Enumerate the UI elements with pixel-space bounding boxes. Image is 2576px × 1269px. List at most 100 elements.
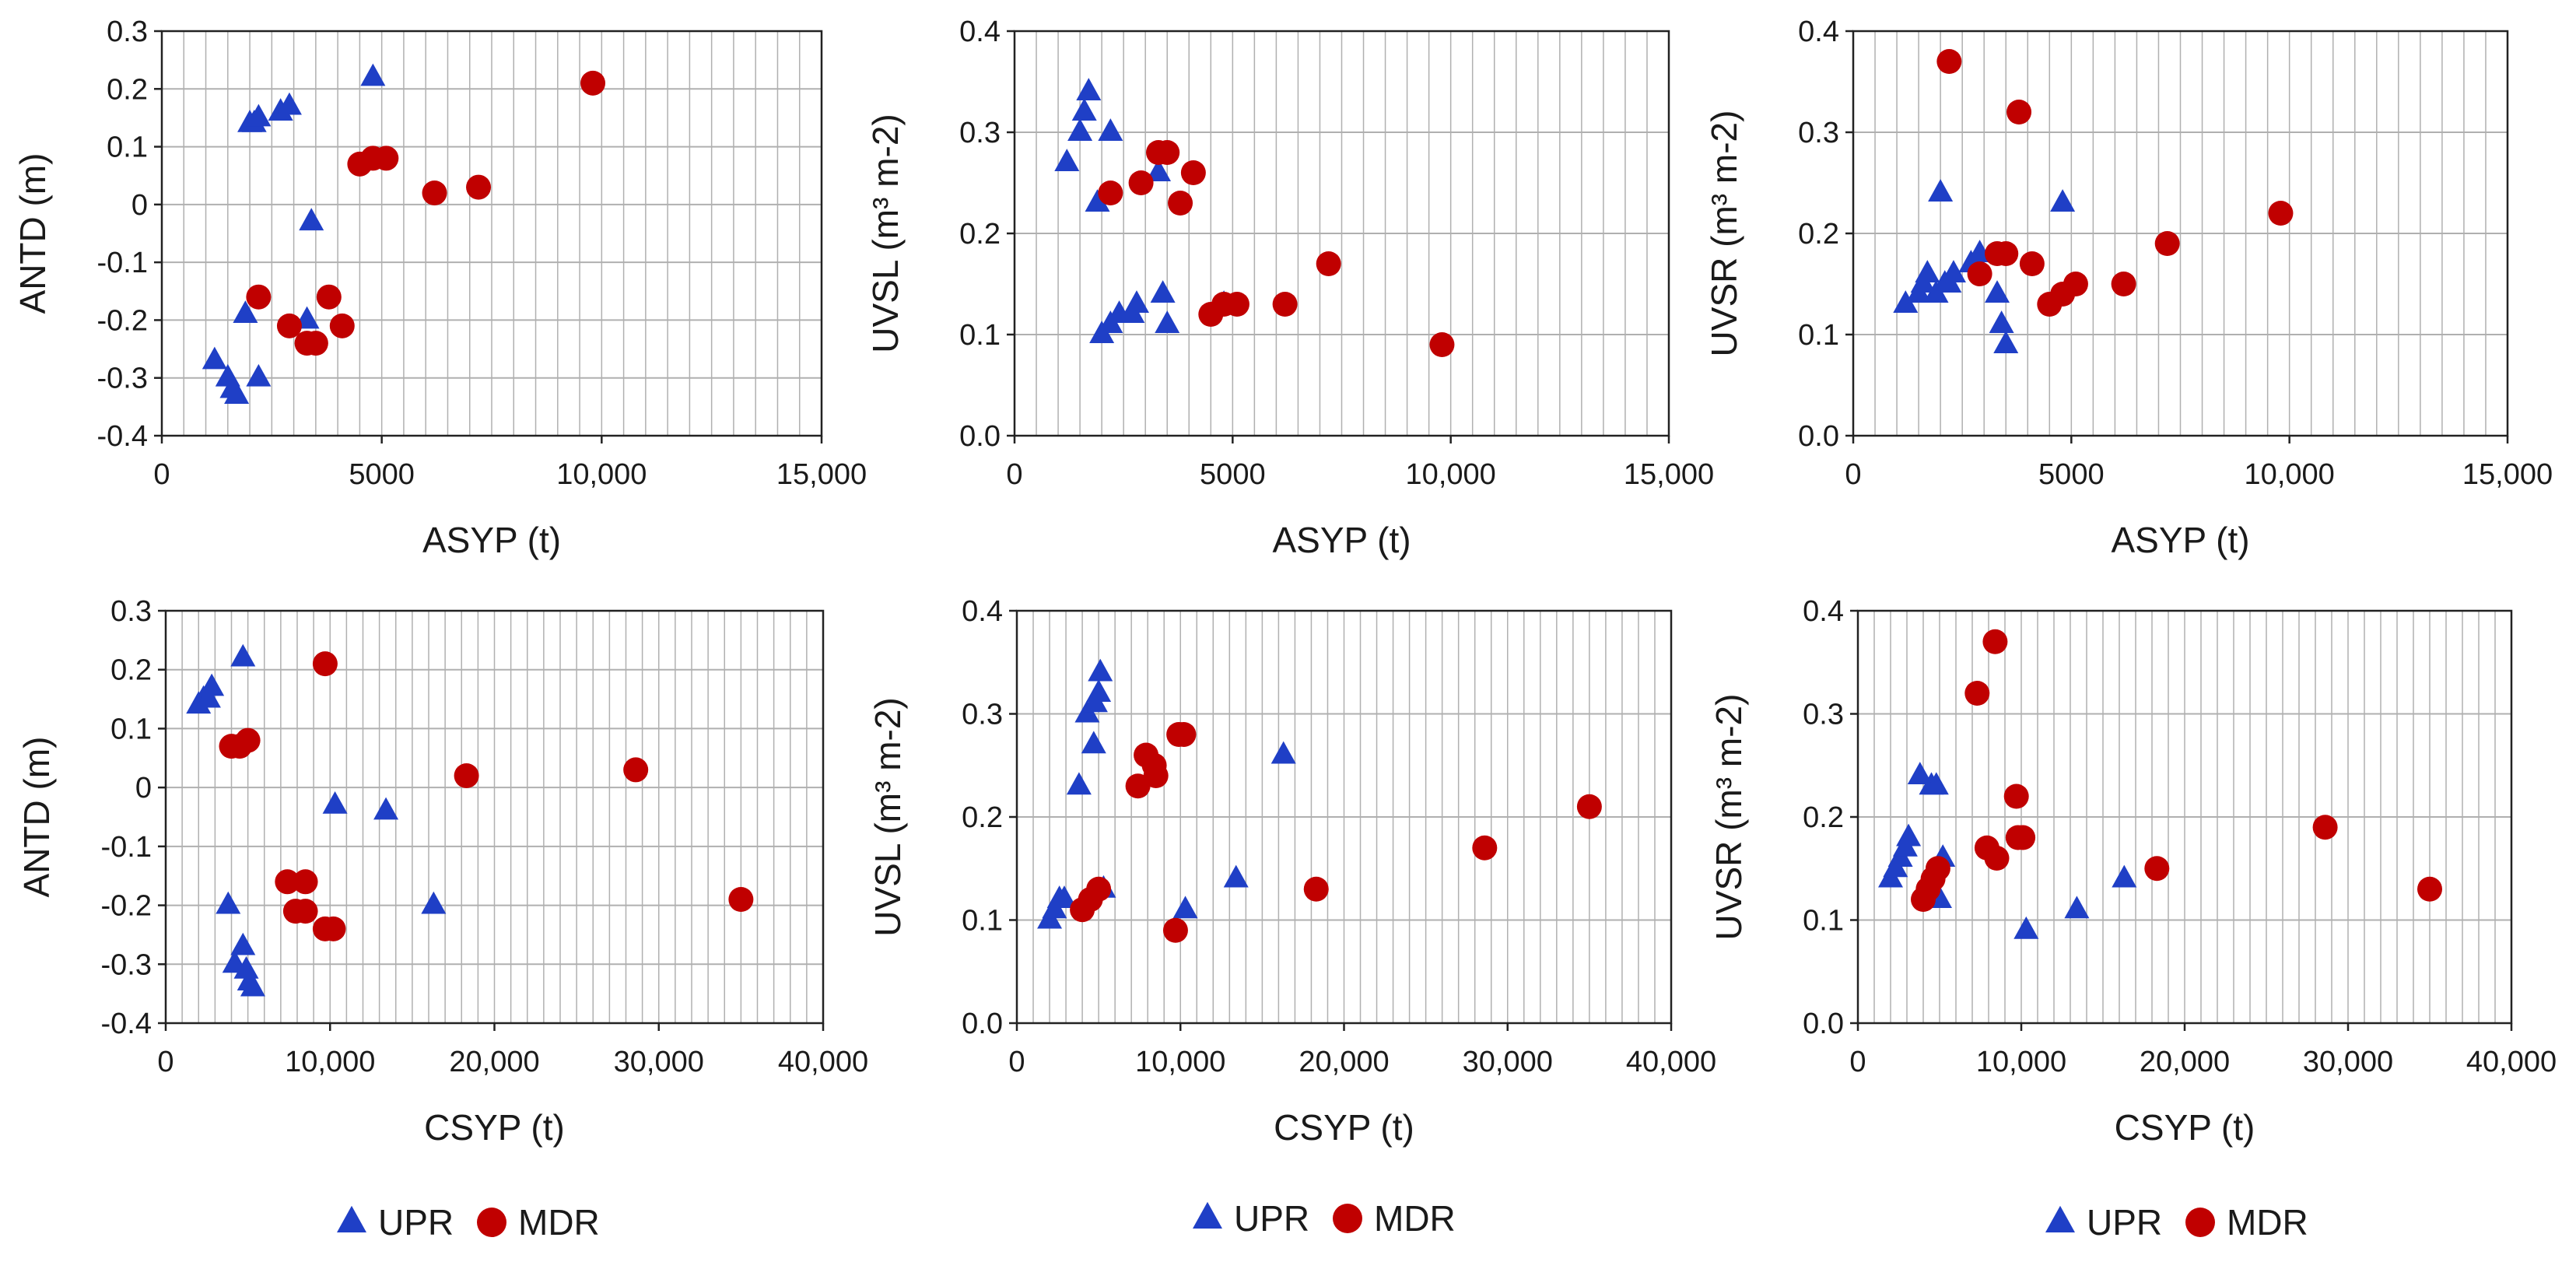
mdr-point — [235, 727, 261, 753]
y-tick-label: 0.1 — [107, 131, 148, 164]
x-axis-title: ASYP (t) — [2111, 520, 2249, 560]
y-tick-label: 0.3 — [1803, 699, 1844, 731]
x-tick-label: 10,000 — [285, 1046, 375, 1078]
mdr-point — [1993, 241, 2019, 266]
x-tick-label: 10,000 — [1135, 1046, 1225, 1078]
mdr-point — [1128, 170, 1154, 195]
upr-point — [202, 346, 227, 370]
mdr-point — [2154, 231, 2180, 256]
upr-point — [276, 92, 302, 115]
mdr-point — [454, 763, 479, 788]
mdr-point — [2417, 876, 2442, 902]
y-tick-label: 0.2 — [1803, 801, 1844, 834]
mdr-point — [293, 869, 318, 895]
x-tick-label: 10,000 — [1406, 458, 1496, 491]
mdr-point — [246, 284, 272, 310]
scatter-panel-6: 0 10,000 20,000 30,000 40,000 0.0 0.1 0.2 0.3 0.4… — [1709, 595, 2557, 1148]
y-tick-label: -0.3 — [101, 948, 152, 981]
x-tick-label: 5000 — [349, 458, 415, 491]
y-tick-label: 0.1 — [1803, 905, 1844, 938]
x-tick-label: 15,000 — [776, 458, 867, 491]
mdr-point — [1168, 191, 1193, 216]
legend-triangle-marker — [2045, 1205, 2075, 1232]
upr-point — [1223, 864, 1249, 888]
legend-label: MDR — [2227, 1202, 2308, 1243]
mdr-point — [1180, 160, 1206, 185]
y-tick-label: 0.0 — [959, 420, 1001, 453]
mdr-point — [1171, 722, 1197, 747]
x-tick-label: 20,000 — [449, 1046, 539, 1078]
mdr-point — [2063, 272, 2088, 296]
y-tick-label: 0.2 — [962, 801, 1003, 834]
x-axis-title: ASYP (t) — [422, 520, 561, 560]
upr-point — [195, 685, 221, 708]
x-tick-label: 5000 — [2038, 458, 2105, 491]
x-tick-label: 10,000 — [1976, 1046, 2066, 1078]
x-tick-label: 20,000 — [1299, 1046, 1389, 1078]
upr-point — [1172, 896, 1198, 919]
y-axis-title: ANTD (m) — [12, 153, 53, 314]
y-tick-label: -0.3 — [97, 363, 148, 395]
mdr-point — [466, 174, 492, 200]
y-tick-label: 0.0 — [1798, 420, 1839, 453]
mdr-point — [1472, 835, 1498, 861]
mdr-point — [1429, 332, 1455, 357]
legend-label: MDR — [518, 1202, 600, 1243]
mdr-point — [2268, 201, 2294, 226]
legend-circle-marker — [2185, 1208, 2215, 1237]
upr-point — [1067, 118, 1093, 141]
mdr-point — [1125, 773, 1151, 799]
mdr-point — [2010, 825, 2036, 850]
x-tick-label: 0 — [1849, 1046, 1866, 1078]
mdr-point — [1098, 181, 1123, 205]
x-tick-label: 40,000 — [2466, 1046, 2557, 1078]
upr-point — [1940, 260, 1966, 282]
x-tick-label: 15,000 — [1624, 458, 1714, 491]
upr-point — [1098, 118, 1123, 141]
y-tick-label: 0.1 — [959, 319, 1001, 352]
y-tick-label: 0.3 — [110, 595, 152, 628]
x-tick-label: 30,000 — [1463, 1046, 1553, 1078]
upr-point — [1076, 78, 1102, 100]
y-tick-label: -0.2 — [101, 890, 152, 923]
upr-point — [1923, 772, 1949, 795]
upr-point — [1123, 290, 1149, 313]
upr-point — [1051, 885, 1077, 908]
mdr-point — [1086, 876, 1112, 902]
x-axis-title: CSYP (t) — [424, 1107, 565, 1148]
x-tick-label: 5000 — [1200, 458, 1266, 491]
upr-point — [1155, 310, 1180, 333]
y-tick-label: 0.1 — [962, 905, 1003, 938]
legend-label: UPR — [2087, 1202, 2162, 1243]
mdr-point — [2003, 783, 2029, 809]
mdr-point — [321, 916, 346, 941]
upr-point — [1993, 331, 2019, 353]
mdr-point — [1155, 140, 1180, 165]
upr-point — [2112, 864, 2137, 888]
mdr-point — [1272, 292, 1298, 317]
y-tick-label: -0.2 — [97, 304, 148, 337]
x-tick-label: 10,000 — [2245, 458, 2335, 491]
y-tick-label: 0.0 — [962, 1008, 1003, 1040]
legend-label: UPR — [378, 1202, 454, 1243]
y-tick-label: 0.0 — [1803, 1008, 1844, 1040]
y-tick-label: 0.2 — [959, 218, 1001, 251]
mdr-point — [2144, 856, 2170, 882]
legend-circle-marker — [477, 1208, 506, 1237]
upr-point — [246, 103, 272, 127]
y-tick-label: 0.1 — [1798, 319, 1839, 352]
upr-point — [233, 300, 258, 323]
legend-triangle-marker — [1193, 1201, 1222, 1229]
mdr-point — [293, 899, 318, 924]
y-tick-label: 0 — [131, 189, 148, 222]
upr-point — [1915, 260, 1940, 282]
y-axis-title: ANTD (m) — [16, 737, 57, 898]
legend-triangle-marker — [337, 1205, 366, 1232]
y-tick-label: 0.3 — [107, 16, 148, 48]
x-axis-title: ASYP (t) — [1272, 520, 1411, 560]
x-axis-title: CSYP (t) — [1274, 1107, 1414, 1148]
scatter-panel-5: 0 10,000 20,000 30,000 40,000 0.0 0.1 0.2 0.3 0.4… — [867, 595, 1716, 1148]
mdr-point — [1967, 261, 1992, 286]
mdr-point — [2006, 100, 2032, 124]
y-axis-title: UVSR (m³ m-2) — [1704, 110, 1744, 357]
